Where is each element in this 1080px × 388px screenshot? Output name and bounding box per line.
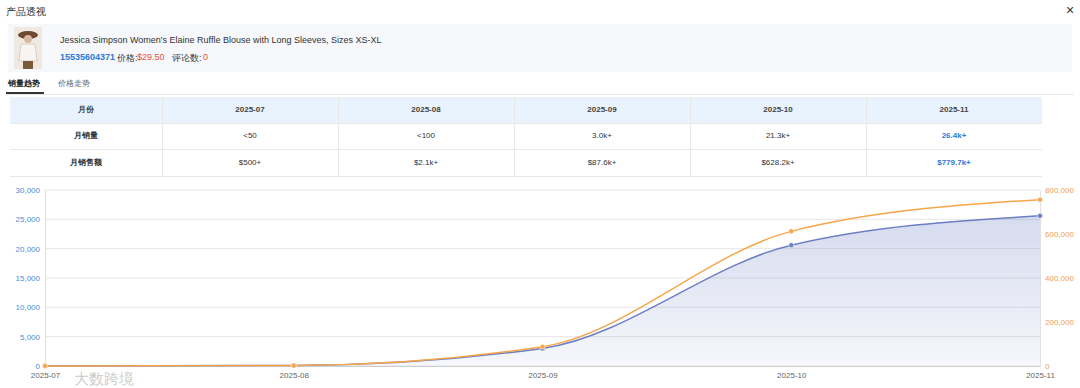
- table-col-rule: [162, 97, 163, 176]
- tick-label: 2025-10: [777, 371, 807, 380]
- close-button[interactable]: ×: [1066, 2, 1074, 18]
- tick: 30,000: [16, 186, 45, 195]
- table-header-cell: 2025-08: [338, 97, 514, 123]
- product-box: [8, 24, 1072, 72]
- watermark: 大数跨境: [74, 370, 134, 387]
- grid-line: [45, 219, 1040, 220]
- tick-label: 2025-11: [1026, 371, 1055, 380]
- tick: 800,000: [1040, 186, 1074, 195]
- table-row-rule: [10, 123, 1042, 124]
- tick-label: 20,000: [16, 245, 41, 254]
- tick-label: 2025-08: [280, 371, 310, 380]
- tab-rule: [6, 94, 1074, 95]
- grid: [45, 190, 1040, 366]
- thumb-body: [19, 44, 37, 61]
- thumbnail: [14, 27, 42, 69]
- x-axis: 2025-07 2025-08 2025-09 2025-10 2025-11: [31, 366, 1056, 380]
- axis-line: [45, 191, 46, 367]
- table-header-cell: 2025-09: [514, 97, 690, 123]
- table-cell: $87.6k+: [514, 149, 690, 176]
- table-cell: 月销量: [10, 123, 162, 149]
- tab[interactable]: 价格走势: [58, 78, 90, 89]
- price-label: 价格:: [117, 52, 138, 65]
- tick: 2025-10: [777, 366, 807, 380]
- tick: 2025-09: [528, 366, 558, 380]
- table-cell: <100: [338, 123, 514, 149]
- point: [540, 344, 545, 349]
- tick-label: 15,000: [16, 274, 41, 283]
- thumb-head: [24, 35, 32, 43]
- table-cell: 3.0k+: [514, 123, 690, 149]
- tick: 5,000: [20, 333, 45, 342]
- grid-line: [45, 190, 1040, 191]
- table-header-cell: 月份: [10, 97, 162, 123]
- tick: 15,000: [16, 274, 45, 283]
- product-name: Jessica Simpson Women's Elaine Ruffle Bl…: [60, 35, 382, 45]
- reviews-label: 评论数:: [172, 52, 202, 65]
- price: $29.50: [137, 52, 165, 62]
- table-col-rule: [690, 97, 691, 176]
- tick: 400,000: [1040, 274, 1074, 283]
- tick-label: 10,000: [16, 303, 41, 312]
- table-cell: $628.2k+: [690, 149, 866, 176]
- line: [45, 200, 1040, 366]
- point: [789, 243, 794, 248]
- tick: 25,000: [16, 215, 45, 224]
- plot: [43, 197, 1043, 368]
- tick: 200,000: [1040, 318, 1074, 327]
- tick-label: 30,000: [16, 186, 41, 195]
- table-cell: 月销售额: [10, 149, 162, 176]
- thumb-legs: [23, 61, 33, 69]
- table-header-bg: [10, 97, 1042, 123]
- table-header-cell: 2025-10: [690, 97, 866, 123]
- table-col-rule: [866, 97, 867, 176]
- tab[interactable]: 销量趋势: [8, 78, 40, 89]
- table-header-cell: 2025-07: [162, 97, 338, 123]
- tick-label: 600,000: [1045, 230, 1074, 239]
- tick-label: 2025-07: [31, 371, 61, 380]
- panel-title: 产品透视: [6, 5, 46, 19]
- chart: 05,00010,00015,00020,00025,00030,0000200…: [0, 0, 1080, 388]
- table-row-rule: [10, 176, 1042, 177]
- product-id[interactable]: 15535604371: [60, 52, 115, 62]
- table-col-rule: [338, 97, 339, 176]
- table-row-rule: [10, 149, 1042, 150]
- point: [43, 363, 48, 368]
- tick: 10,000: [16, 303, 45, 312]
- table-cell: $2.1k+: [338, 149, 514, 176]
- table-cell: $500+: [162, 149, 338, 176]
- table-header-cell: 2025-11: [866, 97, 1042, 123]
- table-cell: $779.7k+: [866, 149, 1042, 176]
- table-cell: 21.3k+: [690, 123, 866, 149]
- table-cell: 26.4k+: [866, 123, 1042, 149]
- area: [45, 216, 1040, 366]
- line: [45, 216, 1040, 366]
- point: [291, 363, 296, 368]
- tick-label: 800,000: [1045, 186, 1074, 195]
- tick: 2025-11: [1026, 366, 1055, 380]
- thumb-bg: [14, 27, 42, 69]
- point: [1038, 197, 1043, 202]
- table-cell: <50: [162, 123, 338, 149]
- y2-axis: 0200,000400,000600,000800,000: [1040, 186, 1074, 371]
- point: [291, 363, 296, 368]
- tick-label: 5,000: [20, 333, 41, 342]
- tick: 600,000: [1040, 230, 1074, 239]
- reviews: 0: [203, 52, 208, 62]
- table-col-rule: [514, 97, 515, 176]
- tick-label: 200,000: [1045, 318, 1074, 327]
- tick: 20,000: [16, 245, 45, 254]
- y-axis: 05,00010,00015,00020,00025,00030,000: [16, 186, 46, 371]
- tick-label: 25,000: [16, 215, 41, 224]
- tick-label: 400,000: [1045, 274, 1074, 283]
- point: [789, 229, 794, 234]
- point: [43, 363, 48, 368]
- point: [1038, 213, 1043, 218]
- tick-label: 2025-09: [528, 371, 558, 380]
